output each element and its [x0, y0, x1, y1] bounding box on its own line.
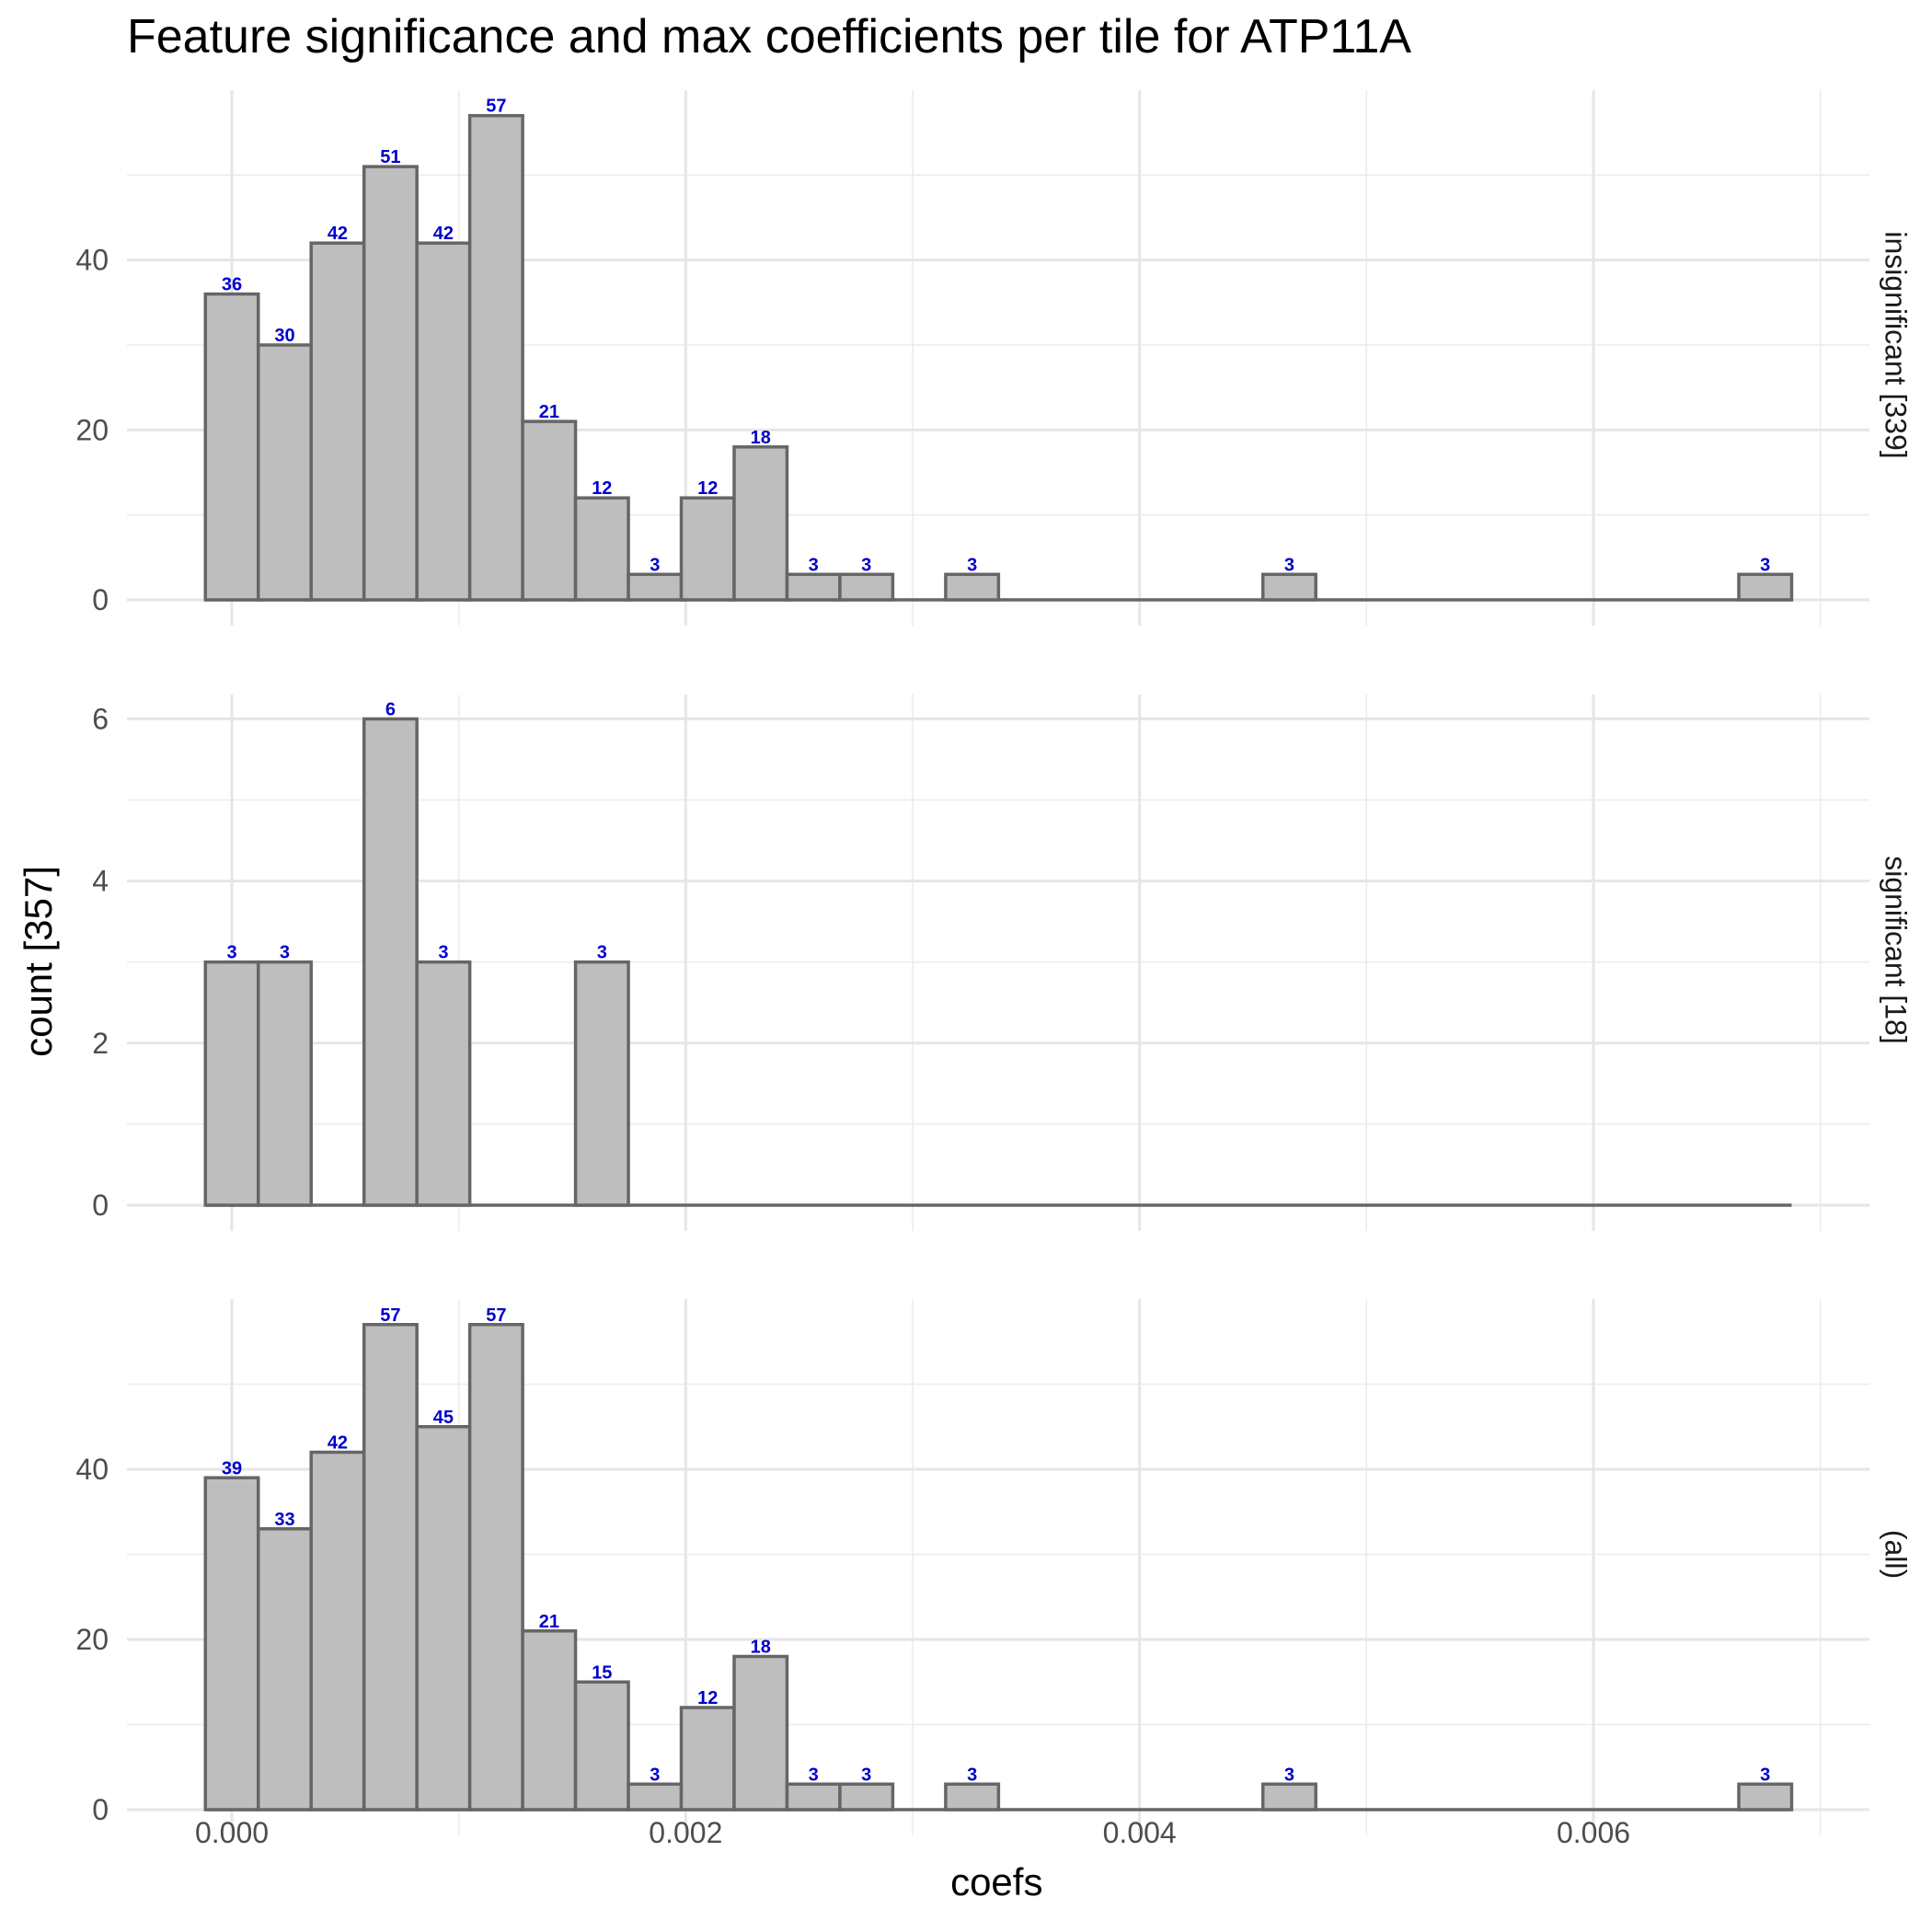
x-tick-label: 0.006	[1557, 1816, 1630, 1849]
chart-title: Feature significance and max coefficient…	[127, 10, 1412, 63]
bar-count-label: 57	[486, 1305, 506, 1326]
histogram-bar	[256, 960, 313, 1207]
bar-count-label: 45	[433, 1408, 454, 1428]
histogram-bar	[203, 1476, 260, 1811]
histogram-bar	[573, 496, 630, 602]
bar-count-label: 6	[385, 699, 396, 719]
bar-count-label: 3	[1284, 1765, 1294, 1785]
x-axis-title: coefs	[950, 1860, 1042, 1903]
histogram-bar	[203, 960, 260, 1207]
bar-count-label: 30	[274, 326, 294, 346]
bar-count-label: 3	[226, 943, 236, 963]
y-tick-label: 40	[75, 1453, 109, 1486]
histogram-bar	[627, 572, 684, 602]
histogram-bar	[732, 1654, 789, 1811]
y-tick-label: 4	[92, 865, 109, 898]
bar-count-label: 42	[433, 224, 454, 244]
y-tick-label: 0	[92, 583, 109, 616]
histogram-bar	[203, 292, 260, 602]
bar-count-label: 3	[1760, 1765, 1770, 1785]
bar-count-label: 39	[222, 1458, 242, 1478]
y-tick-label: 40	[75, 244, 109, 277]
facet-strip-label: insignificant [339]	[1880, 231, 1913, 458]
bar-count-label: 33	[274, 1510, 294, 1530]
histogram-bar	[415, 1425, 472, 1811]
histogram-bar	[573, 960, 630, 1207]
bar-count-label: 57	[380, 1305, 400, 1326]
histogram-bar	[467, 113, 524, 602]
bar-count-label: 3	[967, 1765, 977, 1785]
histogram-bar	[521, 1629, 578, 1811]
bar-count-label: 15	[592, 1662, 612, 1683]
bar-count-label: 3	[650, 1765, 660, 1785]
bar-count-label: 3	[967, 555, 977, 575]
x-tick-label: 0.000	[195, 1816, 269, 1849]
y-tick-label: 2	[92, 1027, 109, 1060]
histogram-bar	[362, 717, 419, 1207]
bar-count-label: 3	[809, 1765, 819, 1785]
histogram-bar	[732, 445, 789, 602]
bar-count-label: 12	[697, 478, 718, 499]
histogram-bar	[679, 1706, 736, 1811]
histogram-bar	[256, 1527, 313, 1811]
bar-count-label: 42	[328, 224, 348, 244]
bar-count-label: 12	[697, 1688, 718, 1708]
y-axis-title: count [357]	[17, 866, 60, 1057]
bar-count-label: 21	[539, 402, 559, 422]
bar-count-label: 21	[539, 1612, 559, 1632]
histogram-bar	[1260, 1782, 1317, 1811]
y-tick-label: 0	[92, 1793, 109, 1826]
bar-count-label: 3	[1760, 555, 1770, 575]
facet-strip-label: significant [18]	[1880, 856, 1913, 1044]
histogram-bar	[838, 1782, 895, 1811]
bar-count-label: 3	[280, 943, 290, 963]
bar-count-label: 3	[1284, 555, 1294, 575]
histogram-bar	[521, 420, 578, 602]
bar-count-label: 3	[597, 943, 607, 963]
bar-count-label: 3	[861, 555, 871, 575]
x-tick-label: 0.002	[649, 1816, 722, 1849]
bar-count-label: 3	[861, 1765, 871, 1785]
histogram-bar	[627, 1782, 684, 1811]
histogram-bar	[838, 572, 895, 602]
bar-count-label: 3	[650, 555, 660, 575]
histogram-bar	[256, 343, 313, 602]
histogram-bar	[309, 1450, 366, 1811]
bar-count-label: 3	[438, 943, 448, 963]
histogram-bar	[1737, 1782, 1794, 1811]
histogram-bar	[467, 1323, 524, 1811]
x-tick-label: 0.004	[1103, 1816, 1177, 1849]
histogram-bar	[309, 241, 366, 602]
bar-count-label: 18	[751, 428, 771, 448]
bar-count-label: 18	[751, 1638, 771, 1658]
facet-strip-label: (all)	[1880, 1530, 1913, 1579]
histogram-bar	[785, 572, 842, 602]
y-tick-label: 20	[75, 1623, 109, 1656]
histogram-bar	[679, 496, 736, 602]
bar-count-label: 3	[809, 555, 819, 575]
histogram-bar	[573, 1680, 630, 1811]
histogram-bar	[362, 165, 419, 602]
histogram-bar	[785, 1782, 842, 1811]
y-tick-label: 20	[75, 413, 109, 446]
bar-count-label: 12	[592, 478, 612, 499]
histogram-bar	[944, 1782, 1001, 1811]
histogram-bar	[415, 960, 472, 1207]
bar-count-label: 51	[380, 147, 400, 167]
y-tick-label: 6	[92, 702, 109, 735]
histogram-bar	[362, 1323, 419, 1811]
y-tick-label: 0	[92, 1189, 109, 1222]
histogram-bar	[1737, 572, 1794, 602]
bar-count-label: 36	[222, 275, 242, 295]
histogram-bar	[415, 241, 472, 602]
histogram-bar	[1260, 572, 1317, 602]
bar-count-label: 57	[486, 97, 506, 117]
histogram-bar	[944, 572, 1001, 602]
bar-count-label: 42	[328, 1433, 348, 1454]
